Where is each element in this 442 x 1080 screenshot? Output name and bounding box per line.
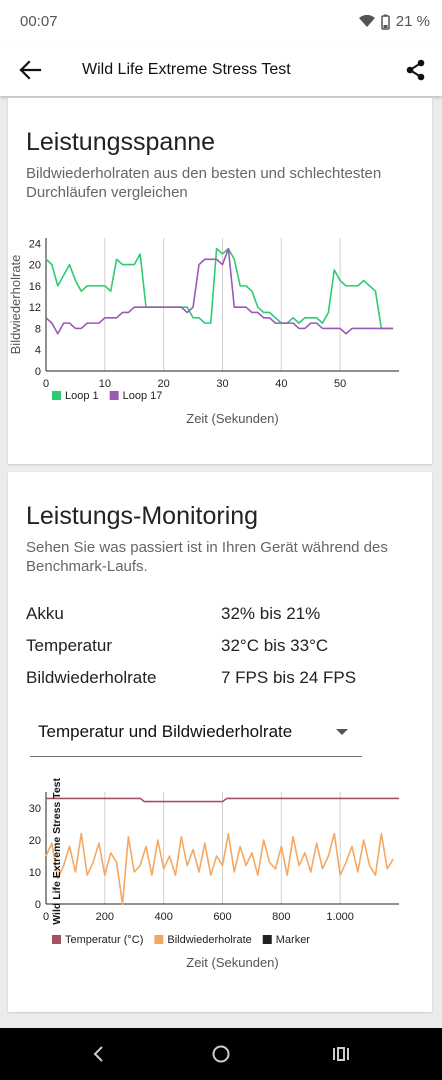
performance-range-chart: 0 10 20 30 40 50 0 4 8 12 16 20 24 Loop 1 Loop 17 Zeit … <box>8 238 399 426</box>
performance-range-title: Leistungsspanne <box>26 128 216 156</box>
legend-label-1: Loop 1 <box>65 390 99 402</box>
x-tick-label: 50 <box>334 378 346 390</box>
y-tick-label: 0 <box>35 366 41 378</box>
y-axis-title: Bildwiederholrate <box>8 255 23 355</box>
app-title: Wild Life Extreme Stress Test <box>82 61 291 78</box>
y-tick-label: 24 <box>29 238 41 250</box>
wifi-icon <box>358 15 375 27</box>
y-tick-label: 12 <box>29 302 41 314</box>
x-tick-label: 0 <box>43 378 49 390</box>
chart-annotation: Wild Life Extreme Stress Test <box>51 778 63 925</box>
x-tick-label: 40 <box>275 378 287 390</box>
monitoring-subtitle: Sehen Sie was passiert ist in Ihren Gerä… <box>26 539 388 575</box>
series-line-1 <box>45 247 394 330</box>
legend-swatch-3 <box>262 935 272 944</box>
chevron-down-icon <box>336 729 348 735</box>
chart-type-dropdown[interactable]: Temperatur und Bildwiederholrate <box>30 708 362 757</box>
status-bar: 00:07 21 % <box>0 0 442 44</box>
y-tick-label: 0 <box>35 899 41 911</box>
status-time: 00:07 <box>20 13 58 30</box>
metric-label-battery: Akku <box>26 604 64 623</box>
metric-label-temperature: Temperatur <box>26 636 112 655</box>
metric-value-temperature: 32°C bis 33°C <box>221 636 329 655</box>
x-axis-title: Zeit (Sekunden) <box>186 411 279 426</box>
series-line-2 <box>45 832 394 905</box>
dropdown-selected-label: Temperatur und Bildwiederholrate <box>38 722 293 741</box>
battery-percent: 21 % <box>395 13 430 30</box>
share-button[interactable] <box>404 58 428 82</box>
legend-label-1: Temperatur (°C) <box>65 934 143 946</box>
system-nav-bar <box>0 1028 442 1080</box>
share-icon <box>406 59 425 81</box>
x-tick-label: 10 <box>99 378 111 390</box>
series-line-2 <box>45 247 394 335</box>
monitoring-card: Leistungs-Monitoring Sehen Sie was passi… <box>8 472 432 1012</box>
metric-value-battery: 32% bis 21% <box>221 604 321 623</box>
arrow-left-icon <box>19 60 42 80</box>
nav-recents-button[interactable] <box>331 1044 351 1064</box>
monitoring-chart: 0 200 400 600 800 1.000 0 10 20 30 Temperatur (°C)… <box>29 778 399 970</box>
legend-swatch-1 <box>52 391 61 400</box>
y-tick-label: 20 <box>29 835 41 847</box>
nav-back-icon <box>93 1046 103 1062</box>
x-tick-label: 0 <box>43 911 49 923</box>
x-axis-title: Zeit (Sekunden) <box>186 955 279 970</box>
y-tick-label: 10 <box>29 867 41 879</box>
battery-icon <box>381 14 390 30</box>
y-tick-label: 4 <box>35 345 41 357</box>
x-tick-label: 200 <box>96 911 114 923</box>
legend-swatch-2 <box>109 391 119 400</box>
legend-label-2: Bildwiederholrate <box>167 934 251 946</box>
x-tick-label: 400 <box>154 911 172 923</box>
metric-value-framerate: 7 FPS bis 24 FPS <box>221 668 357 687</box>
app-bar: Wild Life Extreme Stress Test <box>0 44 442 96</box>
y-tick-label: 16 <box>29 281 41 293</box>
performance-range-subtitle: Bildwiederholraten aus den besten und sc… <box>26 165 382 201</box>
monitoring-title: Leistungs-Monitoring <box>26 502 259 530</box>
legend-label-3: Marker <box>276 934 311 946</box>
performance-range-card: Leistungsspanne Bildwiederholraten aus d… <box>8 98 432 464</box>
nav-back-button[interactable] <box>89 1044 109 1064</box>
x-tick-label: 30 <box>216 378 228 390</box>
nav-home-icon <box>212 1045 230 1063</box>
legend-swatch-1 <box>52 935 61 944</box>
y-tick-label: 8 <box>35 323 41 335</box>
series-line-1 <box>46 797 399 803</box>
y-tick-label: 20 <box>29 260 41 272</box>
x-tick-label: 600 <box>213 911 231 923</box>
y-tick-label: 30 <box>29 803 41 815</box>
nav-recents-icon <box>333 1047 349 1061</box>
status-icons: 21 % <box>358 13 430 30</box>
x-tick-label: 20 <box>158 378 170 390</box>
legend-swatch-2 <box>154 935 164 944</box>
legend-label-2: Loop 17 <box>123 390 163 402</box>
back-button[interactable] <box>18 58 44 82</box>
x-tick-label: 800 <box>272 911 290 923</box>
metric-label-framerate: Bildwiederholrate <box>26 668 157 687</box>
x-tick-label: 1.000 <box>326 911 354 923</box>
nav-home-button[interactable] <box>211 1044 231 1064</box>
